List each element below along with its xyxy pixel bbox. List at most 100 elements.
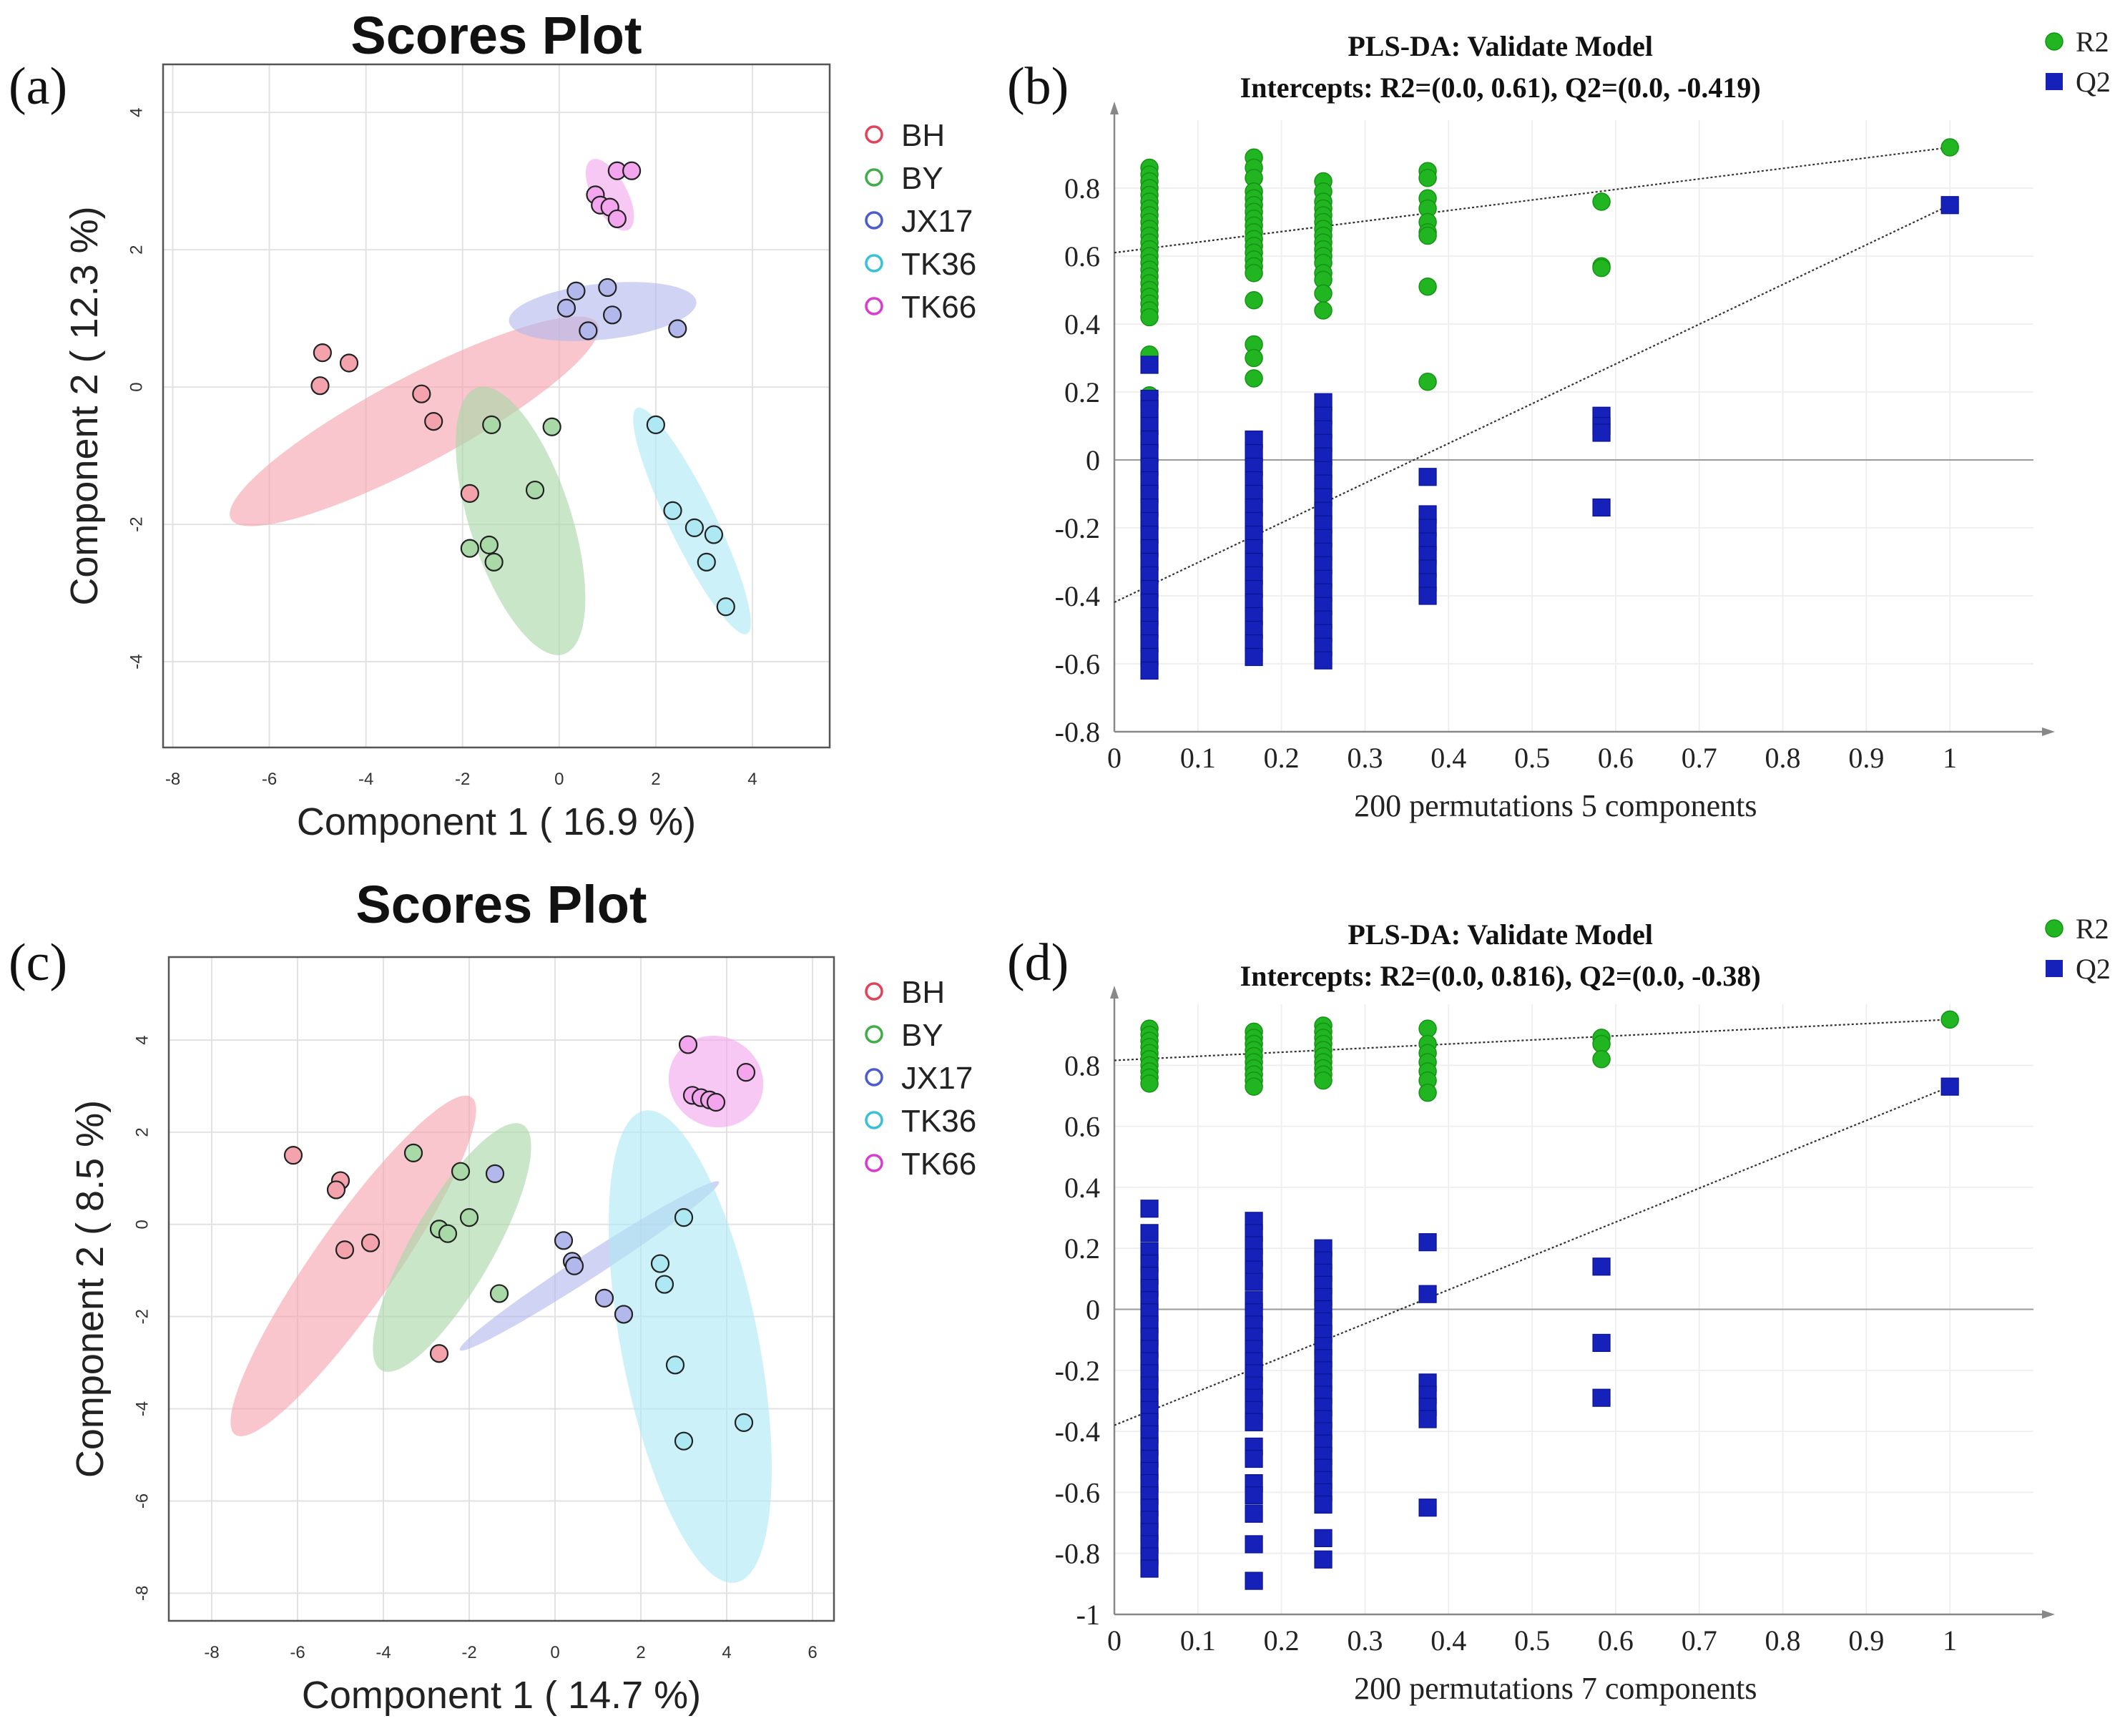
legend-label-jx17: JX17 bbox=[901, 204, 973, 239]
y-tick-label: -4 bbox=[132, 1401, 152, 1416]
scores-plot-title: Scores Plot bbox=[355, 875, 647, 934]
legend-label-tk66: TK66 bbox=[901, 1147, 976, 1182]
y-tick-label: 0 bbox=[1086, 1294, 1100, 1326]
validate-plot-subtitle: Intercepts: R2=(0.0, 0.816), Q2=(0.0, -0… bbox=[1240, 960, 1761, 992]
y-tick-label: -0.6 bbox=[1055, 1476, 1100, 1509]
legend-label-bh: BH bbox=[901, 118, 945, 153]
x-tick-label: -4 bbox=[358, 770, 373, 789]
y-tick-label: 4 bbox=[132, 1035, 152, 1044]
y-tick-label: 2 bbox=[132, 1127, 152, 1137]
legend-label-tk66: TK66 bbox=[901, 290, 976, 325]
score-point-by bbox=[451, 1162, 471, 1181]
y-tick-label: 0 bbox=[132, 1220, 152, 1229]
q2-point bbox=[1314, 1529, 1333, 1547]
y-tick-label: -2 bbox=[132, 1309, 152, 1324]
q2-point bbox=[1418, 468, 1437, 486]
score-point-tk36 bbox=[734, 1413, 754, 1432]
x-axis-label: 200 permutations 5 components bbox=[1354, 788, 1757, 823]
x-tick-label: 0.9 bbox=[1848, 1624, 1884, 1657]
q2-point bbox=[1245, 1413, 1263, 1431]
x-tick-label: -6 bbox=[262, 770, 277, 789]
x-tick-label: 4 bbox=[747, 770, 757, 789]
x-tick-label: -4 bbox=[376, 1643, 391, 1662]
score-point-tk36 bbox=[716, 597, 735, 617]
score-point-jx17 bbox=[594, 1288, 614, 1308]
legend-label-by: BY bbox=[901, 1018, 943, 1053]
legend-marker-by bbox=[865, 168, 883, 187]
legend-marker-r2 bbox=[2045, 919, 2063, 938]
confidence-ellipse-by bbox=[373, 1123, 531, 1372]
q2-point bbox=[1940, 1077, 1959, 1096]
score-point-jx17 bbox=[598, 278, 617, 298]
r2-point bbox=[1418, 1083, 1437, 1102]
x-tick-label: 0.7 bbox=[1682, 1624, 1717, 1657]
y-tick-label: 2 bbox=[127, 245, 146, 254]
score-point-bh bbox=[326, 1180, 346, 1200]
score-point-jx17 bbox=[668, 319, 687, 338]
y-tick-label: 0 bbox=[127, 382, 146, 391]
legend-marker-by bbox=[865, 1025, 883, 1044]
validate-plot-1: PLS-DA: Validate Model Intercepts: R2=(0.… bbox=[1055, 26, 2111, 823]
x-tick-label: 1 bbox=[1943, 1624, 1957, 1657]
q2-point bbox=[1418, 1499, 1437, 1517]
panel-letter: (a) bbox=[9, 57, 67, 116]
x-tick-label: 4 bbox=[722, 1643, 731, 1662]
x-tick-label: 0.8 bbox=[1765, 1624, 1801, 1657]
validate-plot-3: PLS-DA: Validate Model Intercepts: R2=(0.… bbox=[1055, 913, 2111, 1706]
x-axis-label: Component 1 ( 16.9 %) bbox=[297, 800, 696, 843]
y-tick-label: -0.6 bbox=[1055, 648, 1100, 680]
score-point-bh bbox=[283, 1146, 303, 1165]
q2-point bbox=[1592, 498, 1611, 517]
legend-label-r2: R2 bbox=[2076, 913, 2109, 945]
legend-label-r2: R2 bbox=[2076, 26, 2109, 58]
score-point-tk66 bbox=[622, 161, 642, 180]
legend: BH BY JX17 TK36 TK66 bbox=[865, 118, 976, 325]
q2-point bbox=[1314, 651, 1333, 670]
score-point-jx17 bbox=[579, 321, 598, 340]
x-tick-label: 0.5 bbox=[1514, 742, 1550, 774]
confidence-ellipse-bh bbox=[230, 1095, 476, 1436]
r2-point bbox=[1418, 278, 1437, 296]
plot-frame bbox=[162, 63, 831, 749]
legend-marker-bh bbox=[865, 982, 883, 1001]
legend-label-bh: BH bbox=[901, 975, 945, 1010]
x-axis-arrow bbox=[2042, 727, 2055, 736]
q2-point bbox=[1592, 1388, 1611, 1407]
y-tick-label: 0 bbox=[1086, 444, 1100, 476]
confidence-ellipse-tk36 bbox=[609, 1110, 772, 1583]
score-point-jx17 bbox=[485, 1164, 505, 1183]
r2-point bbox=[1245, 291, 1263, 310]
legend-marker-q2 bbox=[2046, 960, 2063, 977]
x-tick-label: 0.4 bbox=[1430, 1624, 1466, 1657]
legend-marker-tk36 bbox=[865, 1111, 883, 1129]
y-tick-label: -0.4 bbox=[1055, 1416, 1100, 1448]
x-tick-label: -6 bbox=[290, 1643, 305, 1662]
q2-point bbox=[1245, 1535, 1263, 1554]
q2-point bbox=[1592, 1333, 1611, 1353]
legend-label-q2: Q2 bbox=[2076, 953, 2111, 985]
x-tick-label: 0 bbox=[550, 1643, 559, 1662]
legend-label-tk36: TK36 bbox=[901, 1104, 976, 1139]
r2-point bbox=[1418, 1019, 1437, 1038]
q2-point bbox=[1140, 661, 1159, 680]
x-tick-label: 2 bbox=[651, 770, 660, 789]
q2-point bbox=[1245, 1571, 1263, 1590]
x-tick-label: 0.8 bbox=[1765, 742, 1801, 774]
x-axis-arrow bbox=[2042, 1610, 2055, 1619]
q2-point bbox=[1245, 1504, 1263, 1523]
x-tick-label: 0.3 bbox=[1347, 1624, 1383, 1657]
score-point-bh bbox=[335, 1240, 355, 1260]
legend: BH BY JX17 TK36 TK66 bbox=[865, 975, 976, 1182]
r2-point bbox=[1140, 308, 1159, 327]
legend-marker-tk66 bbox=[865, 1154, 883, 1172]
score-point-tk36 bbox=[654, 1275, 674, 1294]
r2-point bbox=[1245, 1077, 1263, 1096]
q2-point bbox=[1245, 1272, 1263, 1291]
r2-point bbox=[1314, 284, 1333, 303]
score-point-by bbox=[459, 1208, 479, 1227]
r2-point bbox=[1245, 264, 1263, 283]
x-tick-label: 0.9 bbox=[1848, 742, 1884, 774]
q2-point bbox=[1418, 1285, 1437, 1303]
x-tick-label: 0.6 bbox=[1598, 1624, 1634, 1657]
scores-plot-2: Scores Plot -8 -6 -4 -2 0 2 4 6 -8 -6 -4 -2 0 2 4 Compon… bbox=[69, 875, 976, 1717]
